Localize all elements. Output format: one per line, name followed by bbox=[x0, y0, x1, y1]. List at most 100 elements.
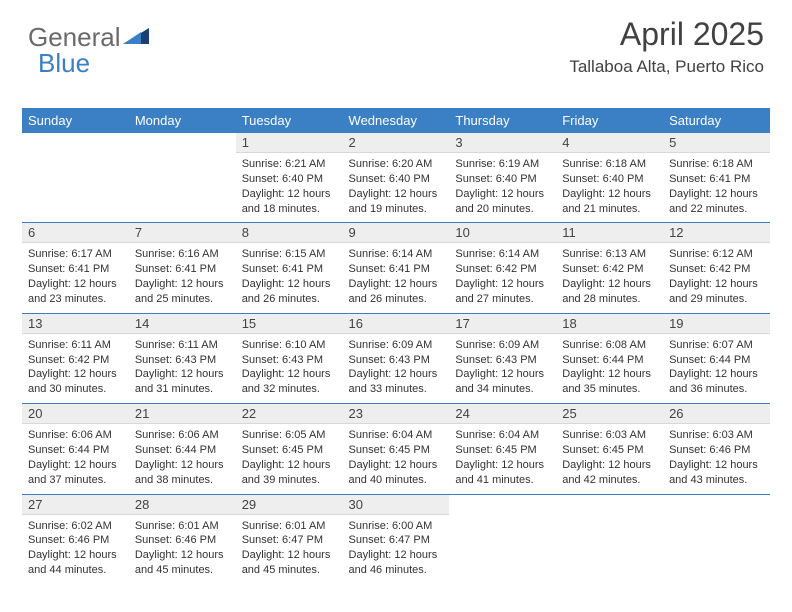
sunrise-text: Sunrise: 6:03 AM bbox=[562, 428, 657, 443]
daylight-text: Daylight: 12 hours and 45 minutes. bbox=[135, 548, 230, 578]
day-number: 4 bbox=[556, 133, 663, 153]
daylight-text: Daylight: 12 hours and 38 minutes. bbox=[135, 458, 230, 488]
logo-text-blue: Blue bbox=[38, 48, 90, 79]
daylight-text: Daylight: 12 hours and 39 minutes. bbox=[242, 458, 337, 488]
day-number: 25 bbox=[556, 404, 663, 424]
sunset-text: Sunset: 6:45 PM bbox=[349, 443, 444, 458]
day-number: 1 bbox=[236, 133, 343, 153]
weekday-header: Thursday bbox=[449, 108, 556, 133]
sunrise-text: Sunrise: 6:16 AM bbox=[135, 247, 230, 262]
daylight-text: Daylight: 12 hours and 43 minutes. bbox=[669, 458, 764, 488]
calendar-day-cell: 15 Sunrise: 6:10 AMSunset: 6:43 PMDayligh… bbox=[236, 313, 343, 403]
sunrise-text: Sunrise: 6:10 AM bbox=[242, 338, 337, 353]
daylight-text: Daylight: 12 hours and 28 minutes. bbox=[562, 277, 657, 307]
sunrise-text: Sunrise: 6:20 AM bbox=[349, 157, 444, 172]
location-subtitle: Tallaboa Alta, Puerto Rico bbox=[569, 57, 764, 77]
daylight-text: Daylight: 12 hours and 26 minutes. bbox=[242, 277, 337, 307]
daylight-text: Daylight: 12 hours and 42 minutes. bbox=[562, 458, 657, 488]
day-details: Sunrise: 6:03 AMSunset: 6:45 PMDaylight:… bbox=[556, 424, 663, 493]
sunrise-text: Sunrise: 6:17 AM bbox=[28, 247, 123, 262]
day-details: Sunrise: 6:01 AMSunset: 6:46 PMDaylight:… bbox=[129, 515, 236, 584]
sunset-text: Sunset: 6:41 PM bbox=[349, 262, 444, 277]
daylight-text: Daylight: 12 hours and 27 minutes. bbox=[455, 277, 550, 307]
header: April 2025 Tallaboa Alta, Puerto Rico bbox=[569, 16, 764, 77]
sunset-text: Sunset: 6:42 PM bbox=[562, 262, 657, 277]
day-details: Sunrise: 6:06 AMSunset: 6:44 PMDaylight:… bbox=[129, 424, 236, 493]
day-details: Sunrise: 6:21 AMSunset: 6:40 PMDaylight:… bbox=[236, 153, 343, 222]
sunrise-text: Sunrise: 6:01 AM bbox=[242, 519, 337, 534]
weekday-header: Tuesday bbox=[236, 108, 343, 133]
calendar-day-cell: 14Sunrise: 6:11 AMSunset: 6:43 PMDayligh… bbox=[129, 313, 236, 403]
day-details: Sunrise: 6:11 AMSunset: 6:43 PMDaylight:… bbox=[129, 334, 236, 403]
day-number: 7 bbox=[129, 223, 236, 243]
sunrise-text: Sunrise: 6:02 AM bbox=[28, 519, 123, 534]
sunset-text: Sunset: 6:43 PM bbox=[455, 353, 550, 368]
daylight-text: Daylight: 12 hours and 34 minutes. bbox=[455, 367, 550, 397]
sunrise-text: Sunrise: 6:11 AM bbox=[28, 338, 123, 353]
calendar-day-cell: 23Sunrise: 6:04 AMSunset: 6:45 PMDayligh… bbox=[343, 404, 450, 494]
sunrise-text: Sunrise: 6:12 AM bbox=[669, 247, 764, 262]
sunset-text: Sunset: 6:45 PM bbox=[455, 443, 550, 458]
day-details: Sunrise: 6:12 AMSunset: 6:42 PMDaylight:… bbox=[663, 243, 770, 312]
day-number: 30 bbox=[343, 495, 450, 515]
day-number: 5 bbox=[663, 133, 770, 153]
calendar-day-cell bbox=[556, 494, 663, 584]
daylight-text: Daylight: 12 hours and 21 minutes. bbox=[562, 187, 657, 217]
day-number: 20 bbox=[22, 404, 129, 424]
calendar-day-cell: 5 Sunrise: 6:18 AMSunset: 6:41 PMDaylight… bbox=[663, 133, 770, 223]
daylight-text: Daylight: 12 hours and 22 minutes. bbox=[669, 187, 764, 217]
daylight-text: Daylight: 12 hours and 33 minutes. bbox=[349, 367, 444, 397]
day-number: 21 bbox=[129, 404, 236, 424]
calendar-day-cell: 18Sunrise: 6:08 AMSunset: 6:44 PMDayligh… bbox=[556, 313, 663, 403]
day-details: Sunrise: 6:09 AMSunset: 6:43 PMDaylight:… bbox=[449, 334, 556, 403]
day-number: 27 bbox=[22, 495, 129, 515]
day-details: Sunrise: 6:08 AMSunset: 6:44 PMDaylight:… bbox=[556, 334, 663, 403]
calendar-day-cell: 11Sunrise: 6:13 AMSunset: 6:42 PMDayligh… bbox=[556, 223, 663, 313]
sunrise-text: Sunrise: 6:19 AM bbox=[455, 157, 550, 172]
daylight-text: Daylight: 12 hours and 35 minutes. bbox=[562, 367, 657, 397]
daylight-text: Daylight: 12 hours and 31 minutes. bbox=[135, 367, 230, 397]
calendar-day-cell bbox=[129, 133, 236, 223]
day-details: Sunrise: 6:04 AMSunset: 6:45 PMDaylight:… bbox=[449, 424, 556, 493]
sunset-text: Sunset: 6:44 PM bbox=[669, 353, 764, 368]
sunrise-text: Sunrise: 6:18 AM bbox=[669, 157, 764, 172]
weekday-header: Wednesday bbox=[343, 108, 450, 133]
daylight-text: Daylight: 12 hours and 37 minutes. bbox=[28, 458, 123, 488]
daylight-text: Daylight: 12 hours and 29 minutes. bbox=[669, 277, 764, 307]
weekday-header-row: Sunday Monday Tuesday Wednesday Thursday… bbox=[22, 108, 770, 133]
day-number: 22 bbox=[236, 404, 343, 424]
sunset-text: Sunset: 6:44 PM bbox=[135, 443, 230, 458]
sunrise-text: Sunrise: 6:09 AM bbox=[455, 338, 550, 353]
weekday-header: Sunday bbox=[22, 108, 129, 133]
day-number: 28 bbox=[129, 495, 236, 515]
sunrise-text: Sunrise: 6:00 AM bbox=[349, 519, 444, 534]
sunrise-text: Sunrise: 6:21 AM bbox=[242, 157, 337, 172]
sunset-text: Sunset: 6:41 PM bbox=[669, 172, 764, 187]
day-number: 11 bbox=[556, 223, 663, 243]
sunset-text: Sunset: 6:41 PM bbox=[28, 262, 123, 277]
sunset-text: Sunset: 6:43 PM bbox=[242, 353, 337, 368]
calendar-table: Sunday Monday Tuesday Wednesday Thursday… bbox=[22, 108, 770, 584]
day-details: Sunrise: 6:16 AMSunset: 6:41 PMDaylight:… bbox=[129, 243, 236, 312]
day-number: 3 bbox=[449, 133, 556, 153]
day-number: 15 bbox=[236, 314, 343, 334]
weekday-header: Friday bbox=[556, 108, 663, 133]
day-number: 16 bbox=[343, 314, 450, 334]
daylight-text: Daylight: 12 hours and 30 minutes. bbox=[28, 367, 123, 397]
month-year-title: April 2025 bbox=[569, 16, 764, 53]
sunrise-text: Sunrise: 6:05 AM bbox=[242, 428, 337, 443]
day-details: Sunrise: 6:09 AMSunset: 6:43 PMDaylight:… bbox=[343, 334, 450, 403]
weekday-header: Saturday bbox=[663, 108, 770, 133]
sunrise-text: Sunrise: 6:06 AM bbox=[28, 428, 123, 443]
calendar-day-cell: 26Sunrise: 6:03 AMSunset: 6:46 PMDayligh… bbox=[663, 404, 770, 494]
day-details: Sunrise: 6:19 AMSunset: 6:40 PMDaylight:… bbox=[449, 153, 556, 222]
daylight-text: Daylight: 12 hours and 32 minutes. bbox=[242, 367, 337, 397]
sunset-text: Sunset: 6:42 PM bbox=[669, 262, 764, 277]
calendar-day-cell: 12Sunrise: 6:12 AMSunset: 6:42 PMDayligh… bbox=[663, 223, 770, 313]
sunrise-text: Sunrise: 6:18 AM bbox=[562, 157, 657, 172]
day-number: 10 bbox=[449, 223, 556, 243]
day-number: 9 bbox=[343, 223, 450, 243]
calendar-day-cell bbox=[663, 494, 770, 584]
sunrise-text: Sunrise: 6:06 AM bbox=[135, 428, 230, 443]
daylight-text: Daylight: 12 hours and 18 minutes. bbox=[242, 187, 337, 217]
